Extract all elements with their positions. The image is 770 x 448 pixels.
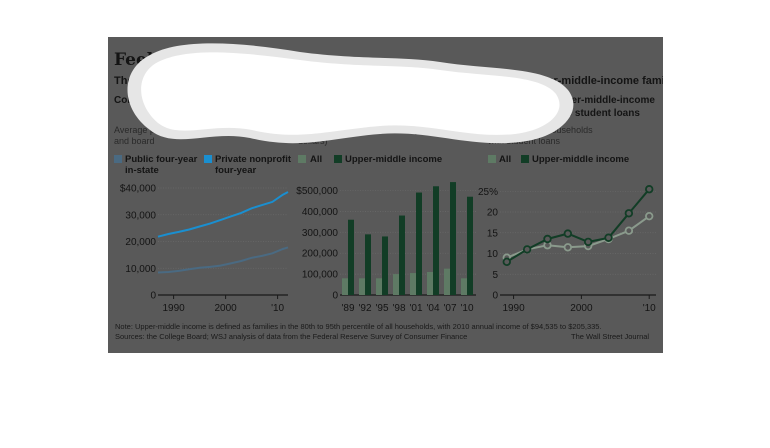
bar-upper-middle-'89 — [348, 219, 354, 295]
chart3-x-tick: 1990 — [502, 303, 525, 314]
bar-all-'95 — [376, 278, 382, 295]
legend-all-loans: All — [499, 154, 512, 165]
bar-upper-middle-'01 — [416, 192, 422, 295]
public-tuition-line — [157, 246, 289, 274]
chart1-x-tick: '10 — [271, 303, 284, 314]
bar-upper-middle-'98 — [399, 215, 405, 295]
loans-point-all — [624, 226, 634, 235]
chart3-x-tick: 2000 — [570, 303, 593, 314]
chart2-x-tick: '04 — [426, 303, 439, 314]
chart2-x-tick: '92 — [358, 303, 371, 314]
legend-swatch-all-loans — [488, 155, 496, 163]
chart3-y-tick: 25% — [478, 187, 498, 198]
chart1-x-tick: 1990 — [162, 303, 185, 314]
loans-point-upper-middle — [502, 257, 511, 267]
private-tuition-line — [157, 191, 289, 238]
loans-point-upper-middle — [522, 245, 532, 254]
bar-upper-middle-'95 — [382, 236, 388, 295]
legend-private: Private nonprofit four-year — [215, 154, 292, 176]
chart2-x-tick: '89 — [341, 303, 354, 314]
chart3-y-tick: 20 — [487, 208, 499, 219]
graphic-panel: Feeling the Squeeze The biggest increase… — [108, 37, 663, 353]
bar-all-'10 — [461, 278, 467, 295]
loans-point-all — [563, 243, 573, 252]
chart2-y-tick: 100,000 — [302, 270, 339, 281]
legend-all-wealth: All — [310, 154, 323, 165]
loans-point-upper-middle — [624, 209, 634, 218]
loans-point-upper-middle — [645, 185, 654, 194]
chart1-y-tick: 0 — [150, 291, 156, 302]
chart1-y-tick: 30,000 — [125, 210, 156, 221]
loans-point-all — [645, 211, 654, 221]
loans-point-upper-middle — [543, 234, 552, 244]
legend-swatch-private — [204, 155, 212, 163]
bar-all-'01 — [410, 273, 416, 295]
chart2-x-tick: '07 — [443, 303, 456, 314]
credit: The Wall Street Journal — [571, 332, 650, 341]
chart2-y-tick: 300,000 — [302, 228, 339, 239]
chart3-y-tick: 0 — [492, 291, 498, 302]
sources: Sources: the College Board; WSJ analysis… — [115, 332, 468, 341]
legend-swatch-all-wealth — [298, 155, 306, 163]
chart3-y-tick: 15 — [487, 228, 499, 239]
chart3-y-tick: 5 — [492, 270, 498, 281]
chart1-y-tick: $40,000 — [120, 184, 157, 195]
chart3-x-tick: '10 — [643, 303, 656, 314]
legend-upper-loans: Upper-middle income — [532, 154, 630, 165]
loans-point-upper-middle — [604, 233, 613, 242]
loans-point-upper-middle — [563, 229, 573, 238]
legend-swatch-upper-loans — [521, 155, 529, 163]
legend-swatch-public — [114, 155, 122, 163]
chart3-y-tick: 10 — [487, 249, 499, 260]
legend-upper-wealth: Upper-middle income — [345, 154, 443, 165]
chart2-x-tick: '10 — [460, 303, 473, 314]
chart2-x-tick: '98 — [392, 303, 405, 314]
bar-upper-middle-'07 — [450, 182, 456, 295]
chart1-x-tick: 2000 — [214, 303, 237, 314]
loans-point-upper-middle — [583, 237, 593, 247]
chart1-y-tick: 20,000 — [125, 237, 156, 248]
bar-upper-middle-'04 — [433, 186, 439, 295]
legend-public: Public four-year in-state — [125, 154, 198, 176]
bar-upper-middle-'92 — [365, 234, 371, 295]
legend-swatch-upper-wealth — [334, 155, 342, 163]
bar-all-'89 — [342, 278, 348, 295]
chart1-y-tick: 10,000 — [125, 264, 156, 275]
chart2-x-tick: '01 — [409, 303, 422, 314]
chart2-y-tick: 200,000 — [302, 249, 339, 260]
bar-all-'92 — [359, 278, 365, 295]
bar-all-'98 — [393, 274, 399, 295]
bar-all-'07 — [444, 268, 450, 295]
chart2-y-tick: 0 — [332, 291, 338, 302]
bar-all-'04 — [427, 272, 433, 295]
chart2-y-tick: 400,000 — [302, 207, 339, 218]
footnote: Note: Upper-middle income is defined as … — [115, 322, 602, 331]
chart2-x-tick: '95 — [375, 303, 388, 314]
chart2-y-tick: $500,000 — [296, 186, 338, 197]
bar-upper-middle-'10 — [467, 196, 473, 295]
